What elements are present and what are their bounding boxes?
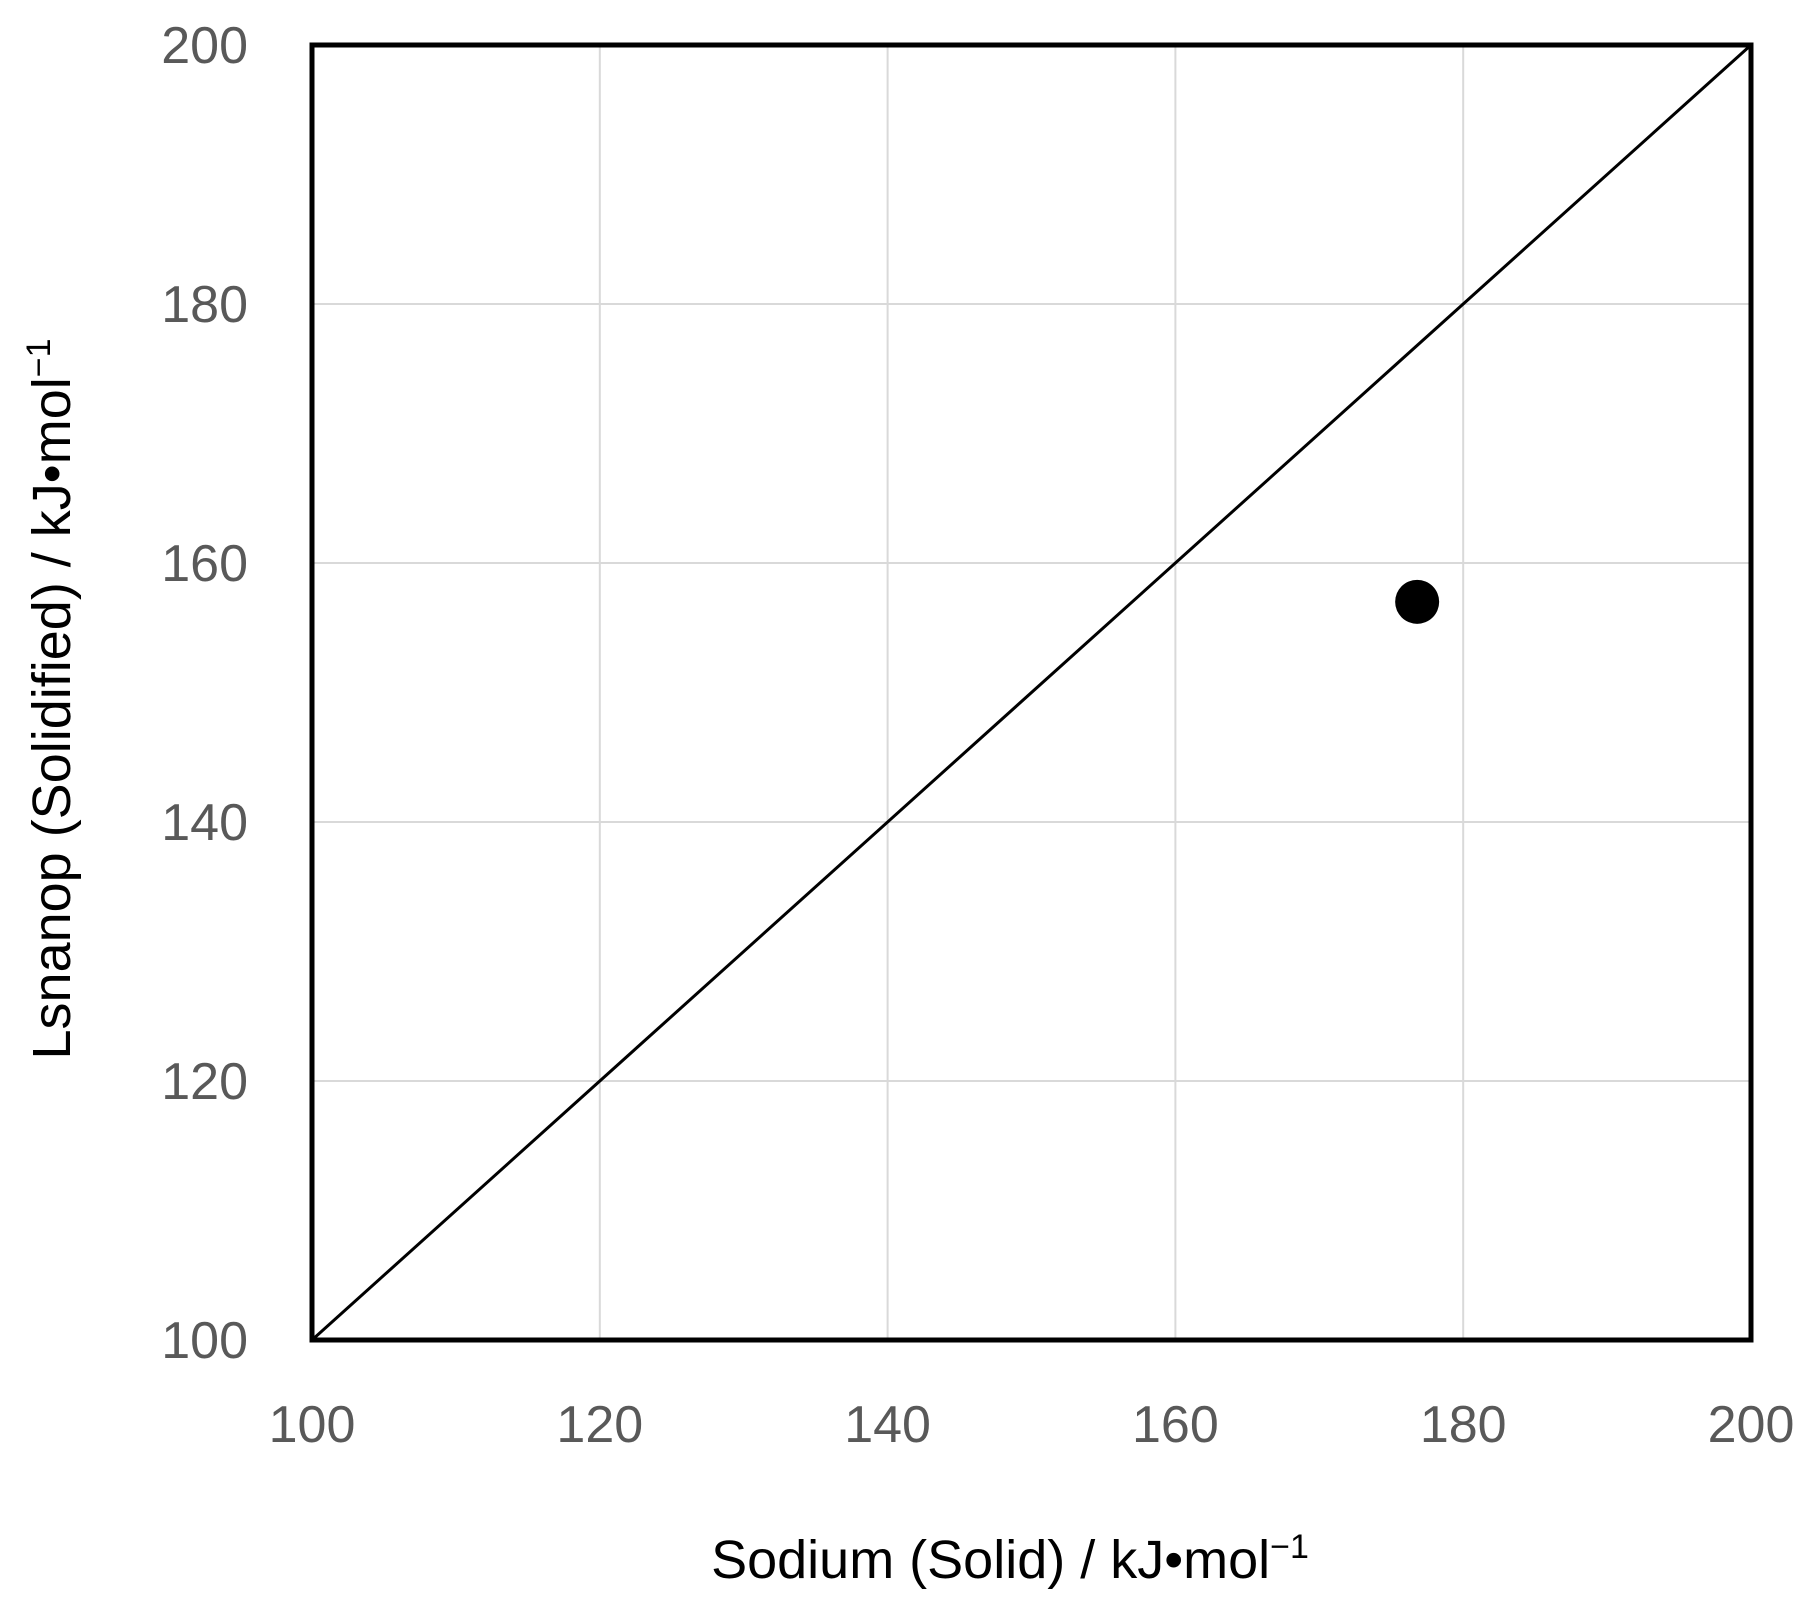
reference-line-y-equals-x xyxy=(310,43,1753,1342)
plot-frame-layer xyxy=(309,42,1754,1343)
x-tick-label: 140 xyxy=(844,1396,931,1454)
reference-line-layer xyxy=(310,43,1753,1342)
x-tick-label: 160 xyxy=(1132,1396,1219,1454)
data-point xyxy=(1395,579,1440,624)
x-tick-label: 120 xyxy=(556,1396,643,1454)
x-tick-label: 100 xyxy=(269,1396,356,1454)
y-tick-label: 140 xyxy=(161,794,248,852)
x-tick-labels: 100 120 140 160 180 200 xyxy=(269,1396,1795,1454)
y-tick-label: 200 xyxy=(161,17,248,75)
data-points xyxy=(1395,579,1440,624)
y-axis-title: Lsnanop (Solidified) / kJ•mol−1 xyxy=(20,339,82,1060)
x-axis-title: Sodium (Solid) / kJ•mol−1 xyxy=(711,1528,1309,1590)
y-tick-labels: 100 120 140 160 180 200 xyxy=(161,17,248,1370)
x-tick-label: 200 xyxy=(1708,1396,1795,1454)
x-tick-label: 180 xyxy=(1420,1396,1507,1454)
plot-frame xyxy=(309,42,1754,1343)
y-tick-label: 100 xyxy=(161,1312,248,1370)
y-tick-label: 180 xyxy=(161,276,248,334)
y-tick-label: 160 xyxy=(161,535,248,593)
y-tick-label: 120 xyxy=(161,1053,248,1111)
